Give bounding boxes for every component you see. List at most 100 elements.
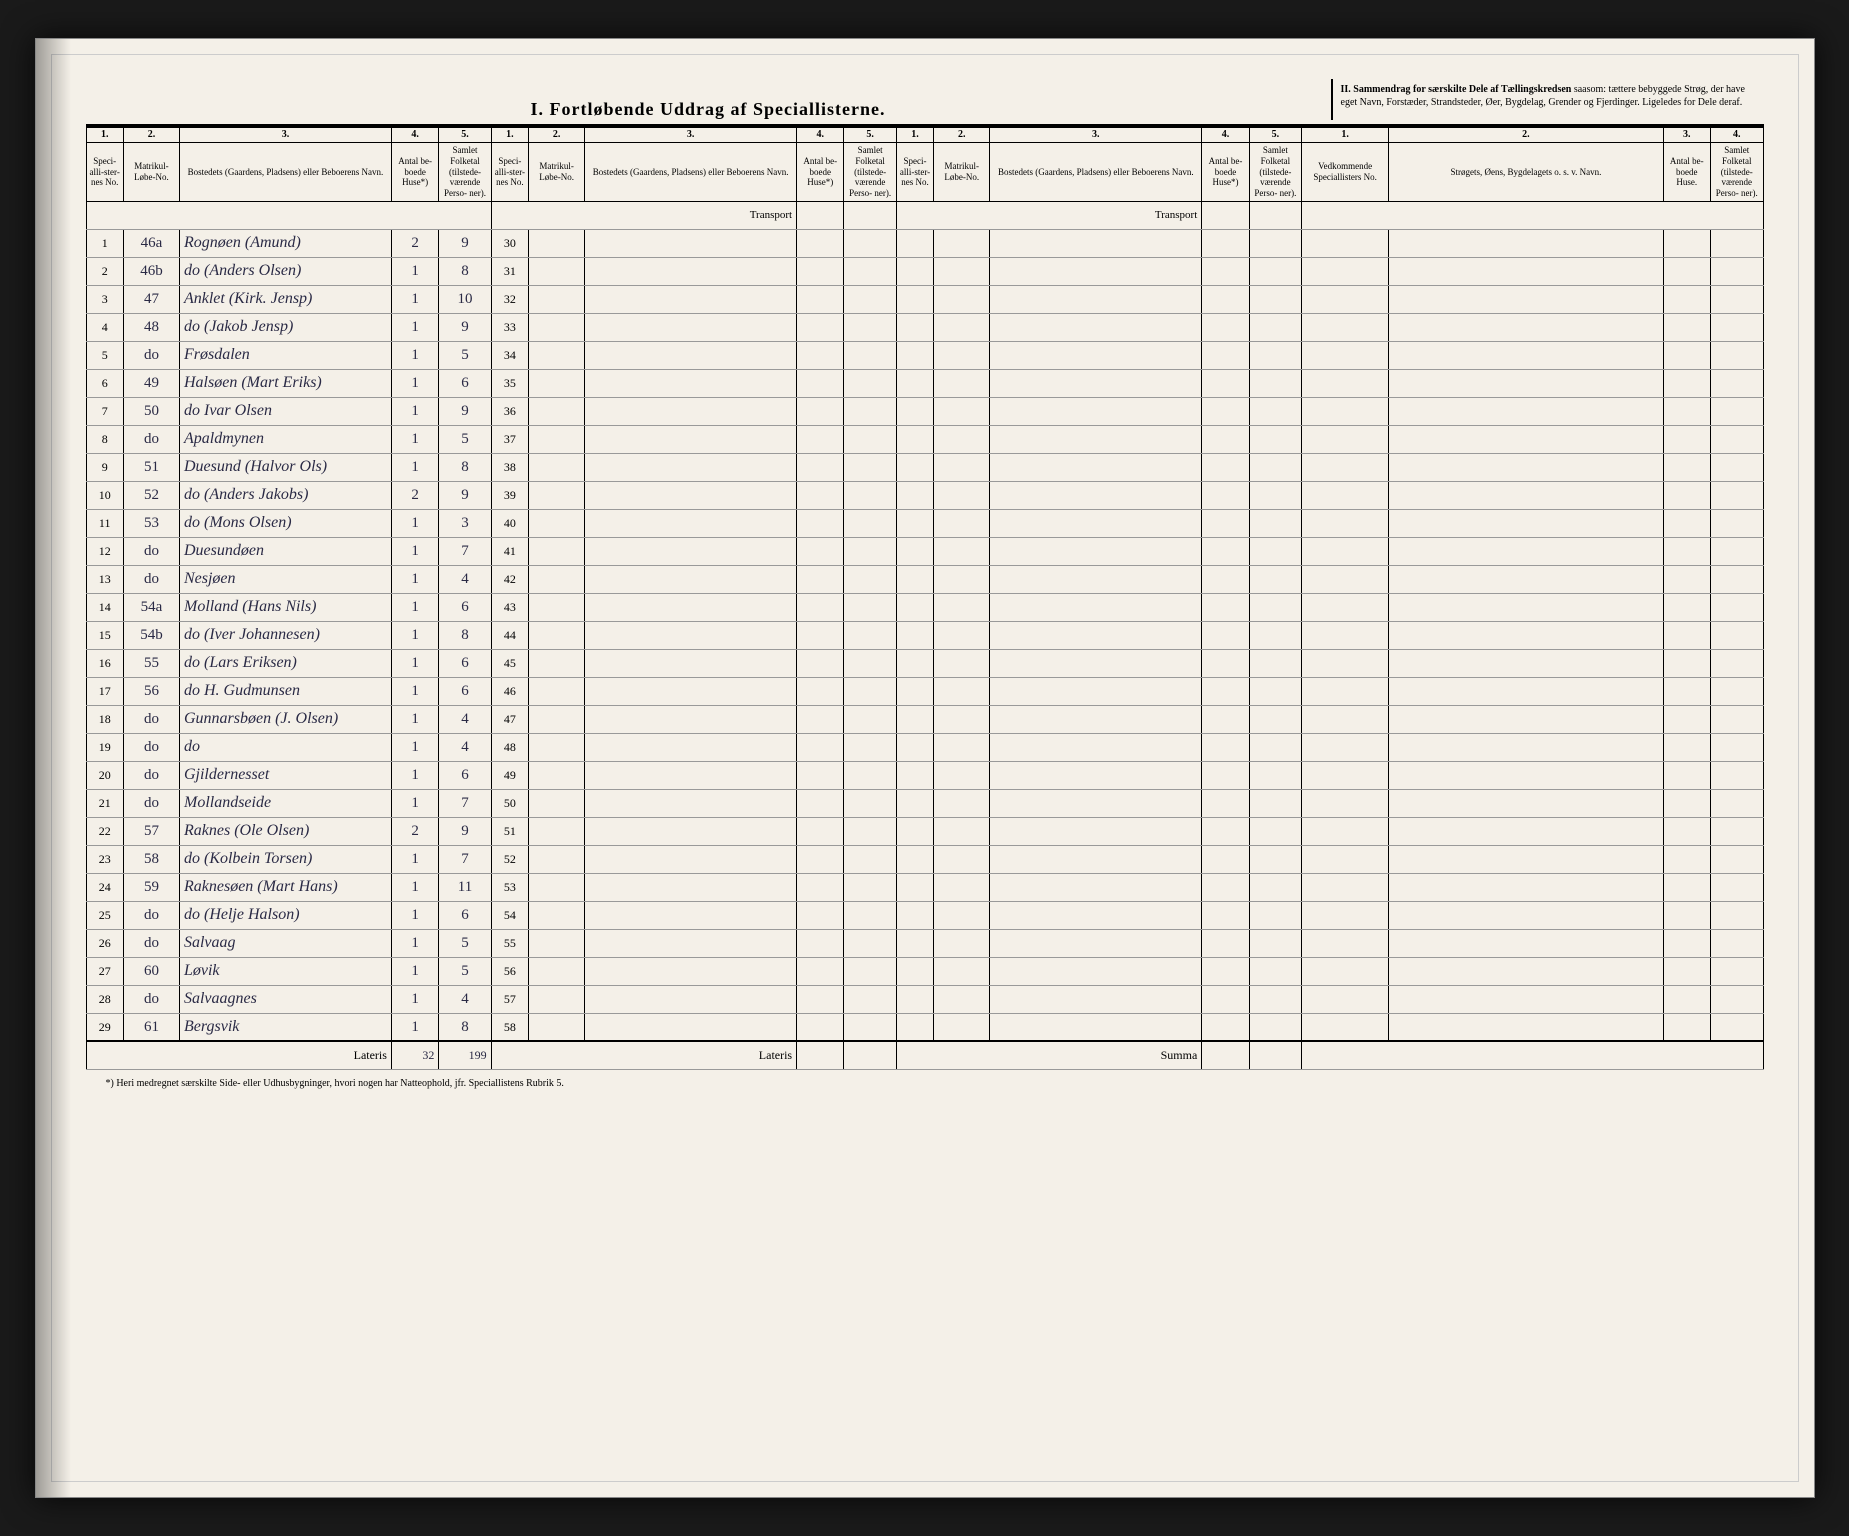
bosted-name: Salvaag [179, 929, 391, 957]
bosted-name: Gunnarsbøen (J. Olsen) [179, 705, 391, 733]
row-num: 7 [86, 397, 123, 425]
row-num-2: 35 [491, 369, 528, 397]
row-num: 29 [86, 1013, 123, 1041]
folketal: 9 [439, 313, 491, 341]
col-hr2: Strøgets, Øens, Bygdelagets o. s. v. Nav… [1389, 143, 1663, 202]
antal-huse: 1 [391, 509, 438, 537]
row-num: 9 [86, 453, 123, 481]
transport-row: Transport Transport [86, 201, 1763, 229]
folketal: 8 [439, 257, 491, 285]
bosted-name: Nesjøen [179, 565, 391, 593]
row-num: 26 [86, 929, 123, 957]
col-num: 3. [179, 128, 391, 143]
antal-huse: 1 [391, 593, 438, 621]
col-h5: Samlet Folketal (tilstede- værende Perso… [439, 143, 491, 202]
folketal: 9 [439, 229, 491, 257]
col-label-row: Speci-alli-ster-nes No. Matrikul- Løbe-N… [86, 143, 1763, 202]
antal-huse: 1 [391, 985, 438, 1013]
antal-huse: 1 [391, 1013, 438, 1041]
table-row: 19dodo1448 [86, 733, 1763, 761]
antal-huse: 1 [391, 761, 438, 789]
folketal: 6 [439, 649, 491, 677]
header-right-bold: II. Sammendrag for særskilte Dele af Tæl… [1341, 84, 1572, 95]
row-num-2: 43 [491, 593, 528, 621]
antal-huse: 1 [391, 873, 438, 901]
row-num-2: 58 [491, 1013, 528, 1041]
row-num-2: 39 [491, 481, 528, 509]
lateris-sum-folk: 199 [439, 1041, 491, 1069]
col-num: 2. [529, 128, 585, 143]
col-num: 1. [1302, 128, 1389, 143]
lateris-label: Lateris [86, 1041, 391, 1069]
bosted-name: Anklet (Kirk. Jensp) [179, 285, 391, 313]
matrikul-no: do [123, 761, 179, 789]
table-row: 246bdo (Anders Olsen)1831 [86, 257, 1763, 285]
row-num-2: 40 [491, 509, 528, 537]
row-num: 23 [86, 845, 123, 873]
bosted-name: Løvik [179, 957, 391, 985]
bosted-name: Rognøen (Amund) [179, 229, 391, 257]
row-num: 24 [86, 873, 123, 901]
col-num: 4. [1202, 128, 1249, 143]
col-h2: Matrikul- Løbe-No. [123, 143, 179, 202]
bosted-name: do Ivar Olsen [179, 397, 391, 425]
row-num: 17 [86, 677, 123, 705]
table-row: 1153do (Mons Olsen)1340 [86, 509, 1763, 537]
folketal: 9 [439, 481, 491, 509]
row-num-2: 38 [491, 453, 528, 481]
col-hr4: Samlet Folketal (tilstede- værende Perso… [1710, 143, 1763, 202]
row-num-2: 57 [491, 985, 528, 1013]
matrikul-no: 55 [123, 649, 179, 677]
bosted-name: Salvaagnes [179, 985, 391, 1013]
row-num: 4 [86, 313, 123, 341]
bosted-name: Bergsvik [179, 1013, 391, 1041]
antal-huse: 2 [391, 817, 438, 845]
folketal: 7 [439, 845, 491, 873]
folketal: 4 [439, 733, 491, 761]
antal-huse: 1 [391, 649, 438, 677]
col-num: 3. [990, 128, 1202, 143]
matrikul-no: 54a [123, 593, 179, 621]
col-h5: Samlet Folketal (tilstede- værende Perso… [844, 143, 896, 202]
col-number-row: 1. 2. 3. 4. 5. 1. 2. 3. 4. 5. 1. 2. 3. 4… [86, 128, 1763, 143]
bosted-name: Gjildernesset [179, 761, 391, 789]
bosted-name: do (Mons Olsen) [179, 509, 391, 537]
row-num: 2 [86, 257, 123, 285]
row-num-2: 44 [491, 621, 528, 649]
row-num: 28 [86, 985, 123, 1013]
folketal: 9 [439, 397, 491, 425]
summa-label: Summa [896, 1041, 1201, 1069]
row-num-2: 53 [491, 873, 528, 901]
col-h4: Antal be- boede Huse*) [797, 143, 844, 202]
row-num: 10 [86, 481, 123, 509]
table-head: 1. 2. 3. 4. 5. 1. 2. 3. 4. 5. 1. 2. 3. 4… [86, 128, 1763, 202]
matrikul-no: do [123, 341, 179, 369]
table-row: 18doGunnarsbøen (J. Olsen)1447 [86, 705, 1763, 733]
col-num: 5. [1249, 128, 1301, 143]
row-num: 25 [86, 901, 123, 929]
antal-huse: 1 [391, 565, 438, 593]
col-h3: Bostedets (Gaardens, Pladsens) eller Beb… [179, 143, 391, 202]
row-num: 3 [86, 285, 123, 313]
matrikul-no: 46b [123, 257, 179, 285]
col-hr3: Antal be- boede Huse. [1663, 143, 1710, 202]
row-num: 13 [86, 565, 123, 593]
table-row: 8doApaldmynen1537 [86, 425, 1763, 453]
row-num-2: 31 [491, 257, 528, 285]
col-h1: Speci-alli-ster-nes No. [86, 143, 123, 202]
bosted-name: do (Helje Halson) [179, 901, 391, 929]
matrikul-no: do [123, 705, 179, 733]
col-h1: Speci-alli-ster-nes No. [491, 143, 528, 202]
table-row: 2358do (Kolbein Torsen)1752 [86, 845, 1763, 873]
ledger-table: 1. 2. 3. 4. 5. 1. 2. 3. 4. 5. 1. 2. 3. 4… [86, 127, 1764, 1070]
table-row: 2257Raknes (Ole Olsen)2951 [86, 817, 1763, 845]
folketal: 3 [439, 509, 491, 537]
table-row: 13doNesjøen1442 [86, 565, 1763, 593]
row-num: 6 [86, 369, 123, 397]
table-row: 1655do (Lars Eriksen)1645 [86, 649, 1763, 677]
matrikul-no: 58 [123, 845, 179, 873]
antal-huse: 1 [391, 397, 438, 425]
row-num-2: 46 [491, 677, 528, 705]
table-body: Transport Transport 146aRognøen (Amund)2… [86, 201, 1763, 1069]
folketal: 5 [439, 341, 491, 369]
